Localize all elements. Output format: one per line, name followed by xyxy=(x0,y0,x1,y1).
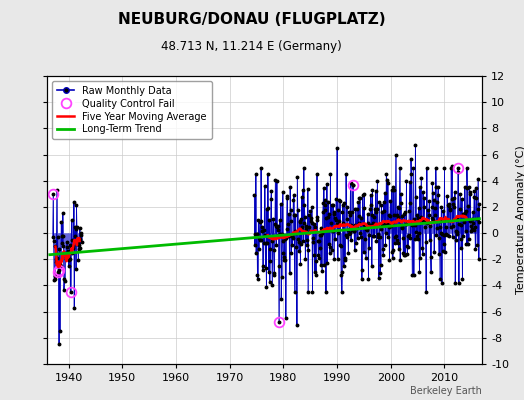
Legend: Raw Monthly Data, Quality Control Fail, Five Year Moving Average, Long-Term Tren: Raw Monthly Data, Quality Control Fail, … xyxy=(52,81,212,139)
Y-axis label: Temperature Anomaly (°C): Temperature Anomaly (°C) xyxy=(516,146,524,294)
Text: 48.713 N, 11.214 E (Germany): 48.713 N, 11.214 E (Germany) xyxy=(161,40,342,53)
Text: Berkeley Earth: Berkeley Earth xyxy=(410,386,482,396)
Text: NEUBURG/DONAU (FLUGPLATZ): NEUBURG/DONAU (FLUGPLATZ) xyxy=(118,12,385,27)
